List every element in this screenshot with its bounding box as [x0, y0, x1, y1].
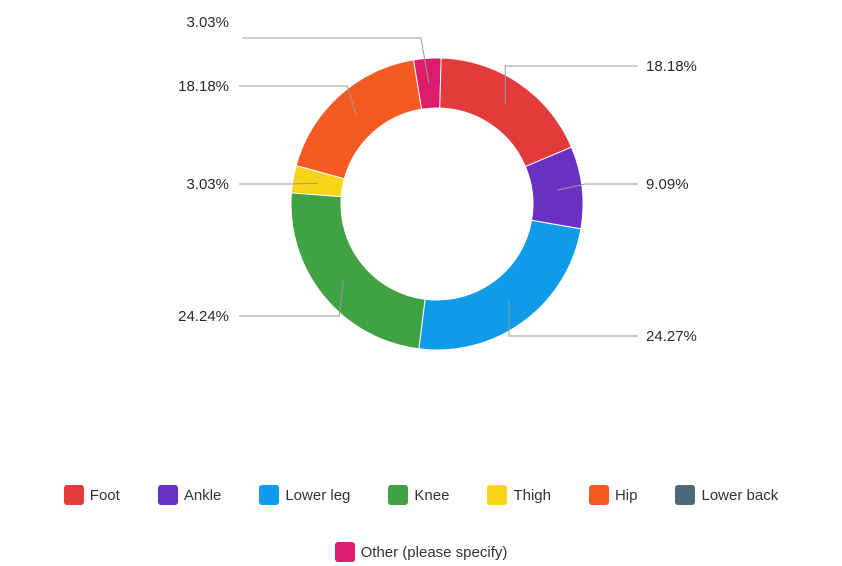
legend-label: Lower leg — [285, 486, 351, 504]
legend-label: Thigh — [513, 486, 551, 504]
legend-swatch — [388, 485, 409, 505]
leader-line-lower-leg — [508, 301, 638, 337]
slice-label-knee: 24.24% — [178, 308, 229, 325]
legend-label: Other (please specify) — [360, 543, 508, 561]
legend-item-foot[interactable]: Foot — [63, 485, 120, 505]
legend-label: Hip — [614, 486, 638, 504]
legend-label: Foot — [89, 486, 120, 504]
slice-hip[interactable] — [295, 59, 423, 180]
slice-label-thigh: 3.03% — [186, 176, 229, 193]
legend-item-lower-back[interactable]: Lower back — [675, 485, 778, 505]
slice-lower-leg[interactable] — [418, 219, 582, 351]
slice-labels: 3.03% 18.18% 9.09% 24.27% 24.24% 3.03% 18.18% — [178, 14, 697, 345]
legend-swatch — [334, 542, 355, 562]
legend-item-other[interactable]: Other (please specify) — [334, 542, 508, 562]
legend-item-thigh[interactable]: Thigh — [487, 485, 551, 505]
slice-label-lower-leg: 24.27% — [646, 328, 697, 345]
legend-label: Ankle — [183, 486, 222, 504]
legend-label: Lower back — [701, 486, 779, 504]
donut-slices — [290, 57, 584, 351]
leader-line-other-please-specify — [242, 37, 430, 84]
leader-lines — [239, 37, 638, 337]
slice-label-foot: 18.18% — [646, 58, 697, 75]
slice-knee[interactable] — [290, 192, 426, 350]
slice-label-other-please-specify: 3.03% — [186, 14, 229, 31]
legend-swatch — [487, 485, 508, 505]
legend-label: Knee — [414, 486, 450, 504]
legend-swatch — [259, 485, 280, 505]
leader-line-thigh — [239, 182, 318, 185]
legend-swatch — [63, 485, 84, 505]
leader-line-knee — [239, 280, 344, 317]
leader-line-ankle — [557, 183, 638, 191]
leader-line-foot — [504, 65, 638, 105]
donut-chart: 3.03% 18.18% 9.09% 24.27% 24.24% 3.03% 18.18% — [178, 14, 697, 351]
slice-label-hip: 18.18% — [178, 78, 229, 95]
slice-label-ankle: 9.09% — [646, 176, 689, 193]
leader-line-hip — [239, 85, 357, 115]
legend-row-2: Other (please specify) — [0, 542, 842, 562]
legend-swatch — [157, 485, 178, 505]
legend: Foot Ankle Lower leg Knee Thigh Hip Lowe… — [0, 485, 842, 505]
legend-swatch — [588, 485, 609, 505]
legend-item-lower-leg[interactable]: Lower leg — [259, 485, 350, 505]
legend-item-hip[interactable]: Hip — [588, 485, 638, 505]
legend-item-knee[interactable]: Knee — [388, 485, 449, 505]
legend-swatch — [675, 485, 696, 505]
legend-item-ankle[interactable]: Ankle — [157, 485, 222, 505]
